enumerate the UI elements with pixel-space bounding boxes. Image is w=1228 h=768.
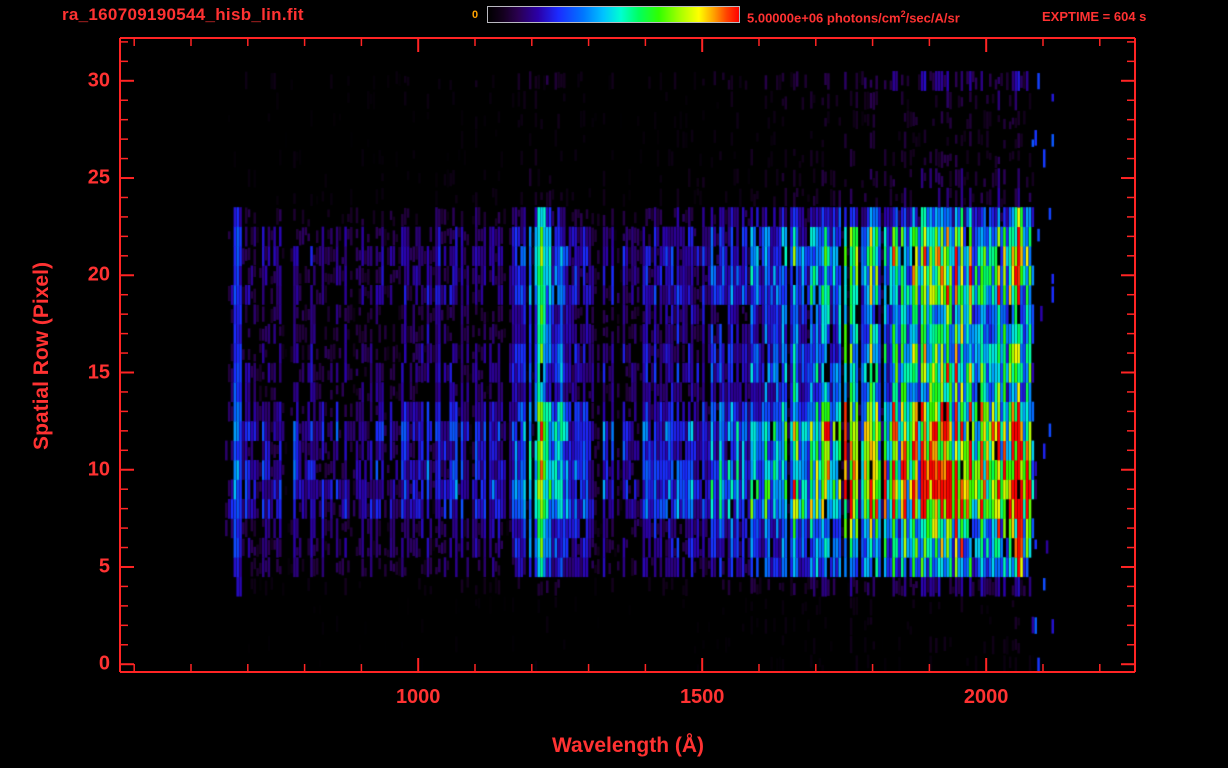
y-tick-label: 0 <box>98 652 110 675</box>
x-tick-label: 2000 <box>963 686 1009 708</box>
colorbar-min-label: 0 <box>472 9 479 21</box>
spectral-heatmap-image <box>121 39 1134 671</box>
x-tick-label: 1000 <box>395 686 441 708</box>
colorbar-max-label-prefix: 5.00000e+06 photons/cm <box>747 10 901 26</box>
colorbar <box>487 6 740 23</box>
y-tick-label: 20 <box>87 263 110 286</box>
y-tick-label: 10 <box>87 458 110 481</box>
colorbar-max-label-suffix: /sec/A/sr <box>905 10 960 26</box>
x-axis-title: Wavelength (Å) <box>551 734 705 757</box>
y-tick-label: 30 <box>87 69 110 92</box>
exptime-label: EXPTIME = 604 s <box>1042 9 1147 24</box>
filename-label: ra_160709190544_hisb_lin.fit <box>62 5 304 24</box>
y-axis-title: Spatial Row (Pixel) <box>30 262 53 450</box>
colorbar-max-label-exponent: 2 <box>900 9 906 19</box>
y-tick-label: 25 <box>87 166 110 189</box>
y-tick-label: 15 <box>87 361 110 383</box>
colorbar-max-label: 5.00000e+06 photons/cm2/sec/A/sr <box>747 9 960 25</box>
x-tick-label: 1500 <box>679 686 725 708</box>
y-tick-label: 5 <box>98 555 110 578</box>
